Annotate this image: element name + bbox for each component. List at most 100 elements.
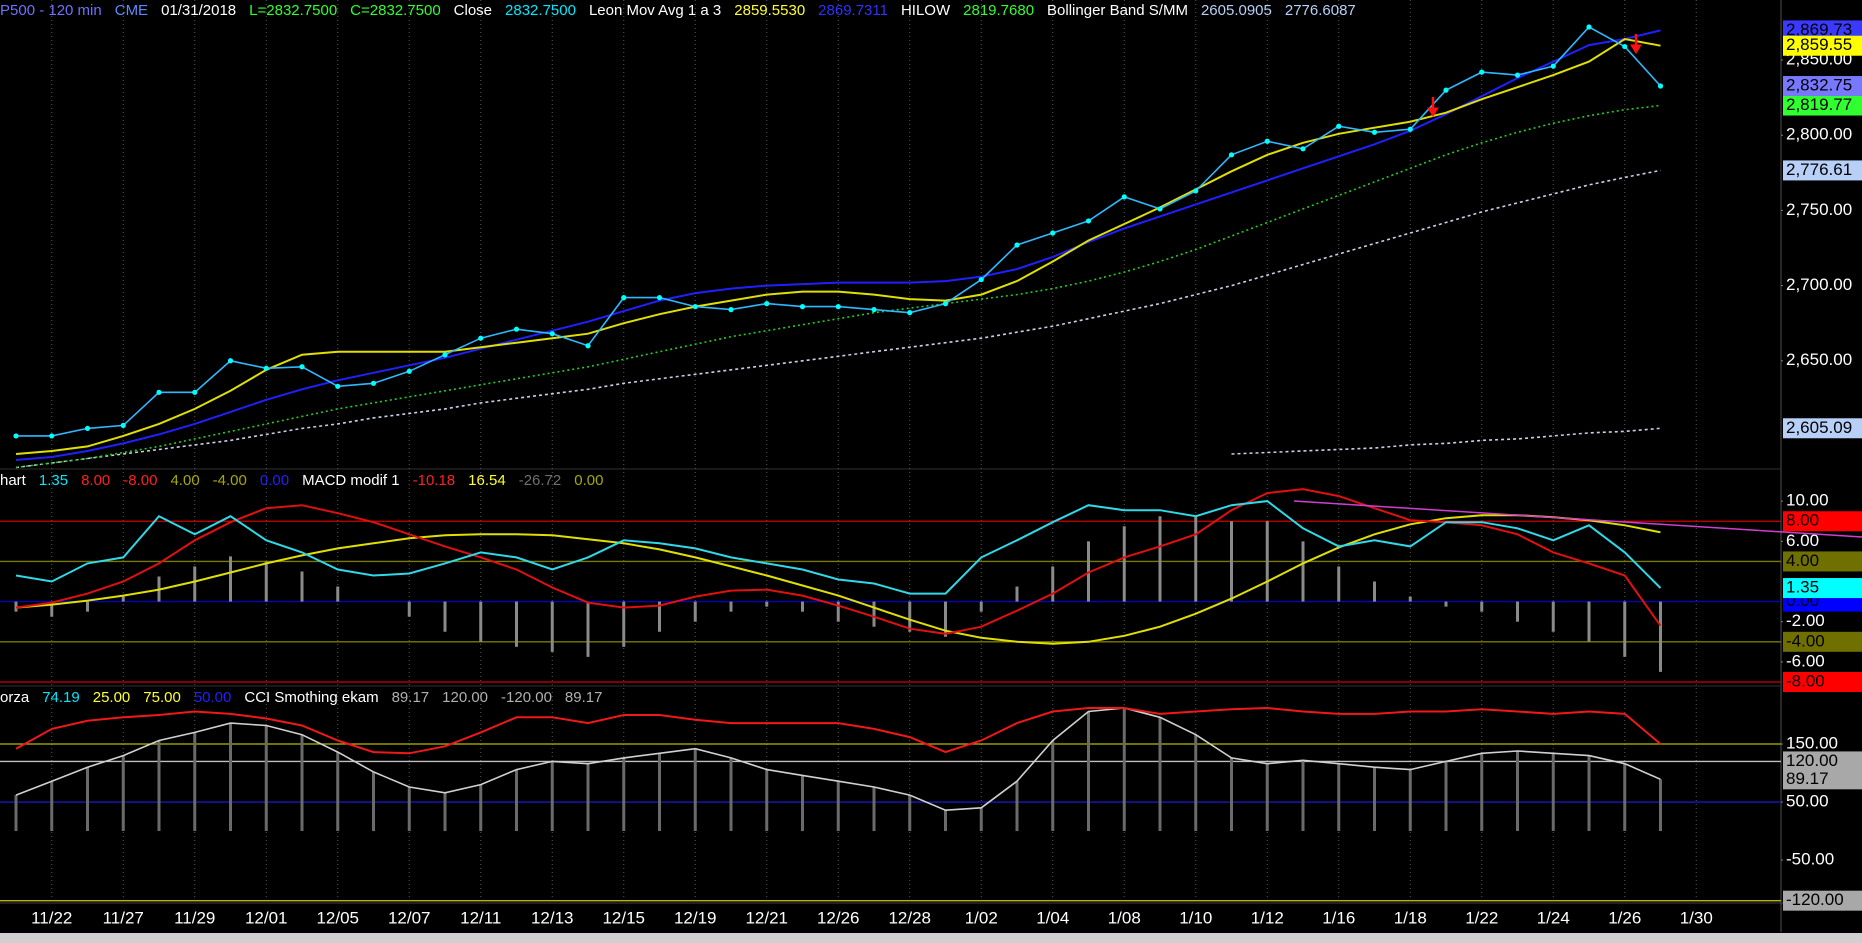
value-tag: 2,700.00 (1786, 275, 1852, 294)
data-point (1371, 129, 1378, 135)
header-item: CME (114, 2, 149, 19)
data-point (13, 433, 19, 439)
data-point (871, 307, 877, 313)
scrollbar[interactable] (0, 933, 1862, 943)
value-tag: 120.00 (1786, 751, 1838, 770)
data-point (978, 276, 984, 283)
value-tag-bg (1783, 418, 1862, 439)
value-tag: -50.00 (1786, 850, 1834, 869)
data-point (513, 326, 520, 332)
value-tag-bg (1783, 769, 1862, 790)
x-tick-label: 1/12 (1251, 908, 1284, 927)
data-point (299, 364, 305, 370)
header-item: 89.17 (564, 689, 603, 706)
x-tick-label: 12/05 (316, 908, 359, 927)
data-point (1264, 138, 1270, 144)
x-tick-label: 11/27 (103, 908, 144, 927)
value-tag: 2,869.73 (1786, 20, 1852, 39)
value-tag: 4.00 (1786, 551, 1819, 570)
value-tag-bg (1783, 651, 1862, 672)
header-item: P500 - 120 min (0, 2, 102, 19)
header-item: L=2832.7500 (249, 2, 338, 19)
header-item: C=2832.7500 (350, 2, 441, 19)
x-tick-label: 12/21 (745, 908, 788, 927)
data-point (192, 389, 198, 395)
x-tick-label: 1/08 (1108, 908, 1141, 927)
data-point (1586, 24, 1592, 30)
value-tag-bg (1783, 20, 1862, 41)
series-line (15, 169, 1661, 469)
x-tick-label: 12/19 (674, 908, 717, 927)
data-point (1550, 63, 1556, 69)
data-point (1443, 87, 1449, 93)
header-item: 2869.7311 (818, 2, 888, 19)
x-tick-label: 12/26 (817, 908, 860, 927)
x-tick-label: 1/16 (1322, 908, 1355, 927)
x-tick-label: 1/02 (965, 908, 998, 927)
x-tick-label: 1/30 (1680, 908, 1713, 927)
value-tag-bg (1783, 76, 1862, 97)
header-item: 75.00 (143, 689, 181, 706)
x-tick-label: 12/13 (531, 908, 574, 927)
data-point (549, 331, 555, 337)
value-tag-bg (1783, 611, 1862, 632)
value-tag-bg (1783, 671, 1862, 692)
value-tag: 50.00 (1786, 792, 1829, 811)
series-line (15, 29, 1661, 461)
header-item: 2832.7500 (505, 2, 576, 19)
data-point (49, 433, 55, 439)
series-line (15, 706, 1662, 755)
value-tag-bg (1783, 125, 1862, 146)
x-tick-label: 1/10 (1179, 908, 1212, 927)
value-tag: 2,750.00 (1786, 200, 1852, 219)
header-item: -26.72 (518, 472, 562, 489)
data-point (692, 304, 698, 310)
value-tag-bg (1783, 850, 1862, 871)
value-tag: -8.00 (1786, 671, 1825, 690)
x-tick-label: 1/24 (1537, 908, 1570, 927)
x-tick-label: 11/29 (174, 908, 215, 927)
header-item: hart (0, 472, 26, 489)
data-point (1014, 242, 1020, 248)
value-tag: 2,800.00 (1786, 125, 1852, 144)
header-item: 2605.0905 (1200, 2, 1272, 19)
value-tag: 2,650.00 (1786, 350, 1852, 369)
header-item: 01/31/2018 (161, 2, 237, 19)
value-tag: 89.17 (1786, 769, 1829, 788)
x-tick-label: 12/28 (888, 908, 931, 927)
x-tick-label: 1/04 (1036, 908, 1069, 927)
header-item: 50.00 (193, 689, 232, 706)
data-point (406, 368, 412, 374)
value-tag: 2,776.61 (1786, 160, 1852, 179)
data-point (1228, 152, 1235, 158)
data-point (585, 343, 591, 349)
indicator-header: hart 1.35 8.00 -8.00 4.00 -4.00 0.00 MACD modif… (0, 472, 616, 490)
value-tag: -4.00 (1786, 631, 1825, 650)
value-tag: 150.00 (1786, 734, 1838, 753)
header-item: 89.17 (391, 689, 430, 706)
data-point (227, 358, 234, 364)
value-tag-bg (1783, 200, 1862, 221)
data-point (84, 425, 91, 432)
data-point (1336, 123, 1342, 129)
header-item: 1.35 (38, 472, 69, 489)
value-tag-bg (1783, 792, 1862, 813)
value-tag-bg (1783, 95, 1862, 116)
header-item: 2859.5530 (734, 2, 806, 19)
header-item: 0.00 (574, 472, 604, 489)
x-tick-label: 12/01 (245, 908, 288, 927)
series-line (15, 37, 1661, 455)
value-tag-bg (1783, 350, 1862, 371)
data-point (478, 335, 484, 341)
data-point (835, 304, 841, 310)
data-point (1050, 230, 1056, 236)
value-tag: 2,859.55 (1786, 35, 1852, 54)
value-tag: 2,605.09 (1786, 418, 1852, 437)
header-item: 8.00 (81, 472, 111, 489)
header-item: HILOW (900, 2, 951, 19)
header-item: Leon Mov Avg 1 a 3 (588, 2, 722, 19)
data-point (1657, 83, 1664, 89)
value-tag: 10.00 (1786, 491, 1829, 510)
data-point (799, 304, 806, 310)
data-point (1085, 218, 1092, 224)
